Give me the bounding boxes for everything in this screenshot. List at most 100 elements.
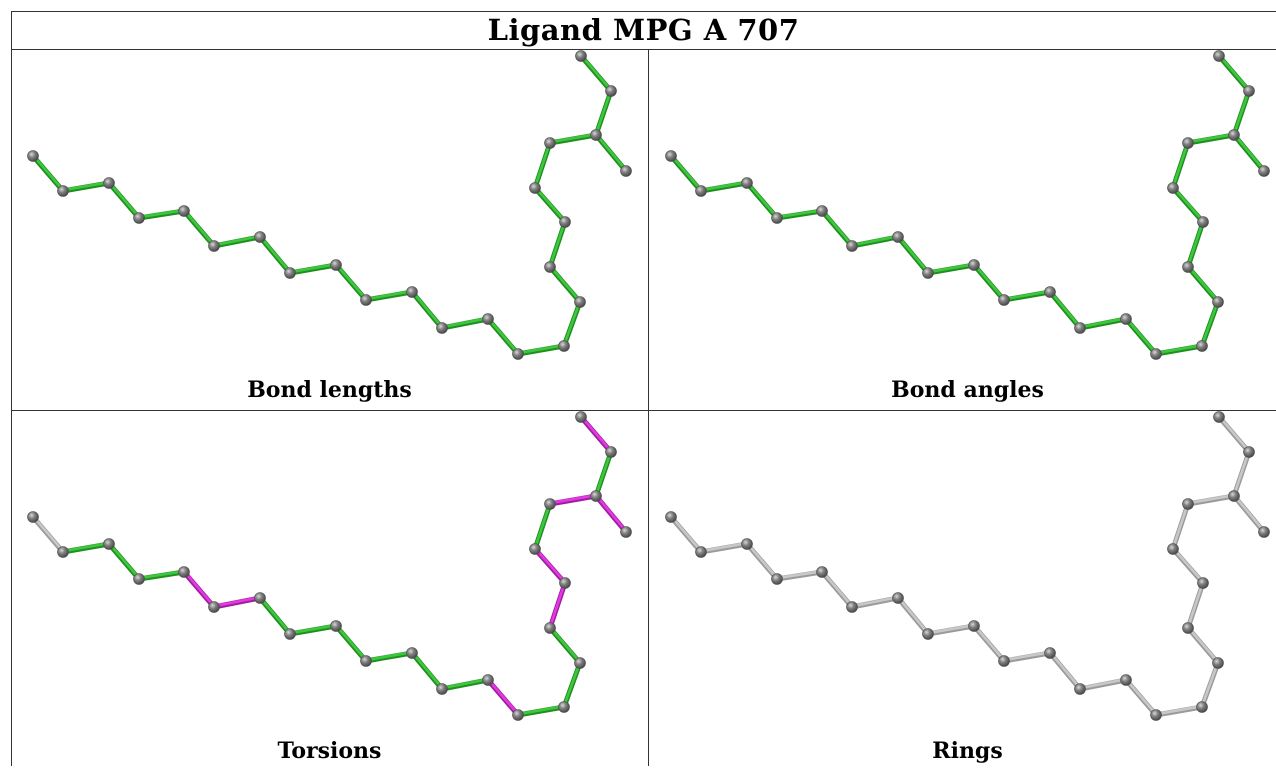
bond-ok [1001, 289, 1053, 303]
caption-bond-angles: Bond angles [891, 377, 1044, 403]
atom [360, 294, 372, 306]
bond-ok [485, 316, 521, 357]
atom [1167, 543, 1179, 555]
atom [575, 50, 587, 62]
atom [892, 231, 904, 243]
bond-ok [593, 449, 614, 499]
atom [559, 216, 571, 228]
atom [178, 205, 190, 217]
atom [575, 411, 587, 423]
bond-ok [287, 623, 339, 637]
atom [558, 340, 570, 352]
atom [695, 185, 707, 197]
atom [133, 212, 145, 224]
atom [1258, 526, 1270, 538]
atom [998, 655, 1010, 667]
atom [284, 628, 296, 640]
bond-neutral [774, 569, 825, 582]
bond-ok [409, 289, 445, 331]
bond-ok [1153, 343, 1205, 357]
row-divider [11, 410, 1276, 411]
atom [665, 511, 677, 523]
bond-ok [1185, 132, 1237, 146]
atom [1196, 701, 1208, 713]
atom [1197, 216, 1209, 228]
bond-ok [60, 541, 112, 555]
atom [741, 177, 753, 189]
atom [436, 683, 448, 695]
bond-ok [257, 234, 293, 276]
bond-ok [439, 316, 491, 331]
bond-ok [578, 53, 614, 94]
atom [284, 267, 296, 279]
atom [816, 205, 828, 217]
ligand-title: Ligand MPG A 707 [487, 13, 800, 47]
bond-ok [257, 595, 293, 637]
molecule-view-rings [665, 411, 1270, 721]
bond-outlier [532, 546, 568, 586]
atom [620, 165, 632, 177]
atom [1150, 709, 1162, 721]
bond-outlier [211, 595, 263, 610]
atom [1120, 674, 1132, 686]
atom [846, 240, 858, 252]
bond-ok [106, 180, 142, 221]
atom [178, 566, 190, 578]
bond-neutral [925, 623, 977, 637]
bond-neutral [1185, 493, 1237, 507]
atom [605, 446, 617, 458]
column-divider [648, 50, 649, 766]
atom [1258, 165, 1270, 177]
atom [922, 628, 934, 640]
bond-neutral [1001, 650, 1053, 664]
atom [482, 674, 494, 686]
bond-ok [287, 262, 339, 276]
panel-rings: Rings [649, 411, 1276, 771]
atom [1044, 647, 1056, 659]
atom [1167, 182, 1179, 194]
atom [27, 150, 39, 162]
atom [1213, 50, 1225, 62]
bond-neutral [971, 623, 1007, 664]
bond-ok [593, 88, 614, 138]
bond-ok [532, 140, 553, 191]
caption-rings: Rings [932, 738, 1003, 764]
molecule-view-torsions [27, 411, 632, 721]
bond-ok [409, 650, 445, 692]
bond-ok [1185, 264, 1221, 305]
atom [741, 538, 753, 550]
atom [1182, 498, 1194, 510]
bond-ok [1170, 140, 1191, 191]
bond-ok [774, 208, 825, 221]
atom [590, 490, 602, 502]
atom [1182, 137, 1194, 149]
bond-neutral [895, 595, 931, 637]
atom [922, 267, 934, 279]
bond-ok [106, 541, 142, 582]
caption-torsions: Torsions [277, 738, 382, 764]
bond-neutral [1185, 625, 1221, 666]
bond-ok [547, 132, 599, 146]
panel-bond-lengths: Bond lengths [11, 50, 648, 410]
bond-ok [547, 264, 583, 305]
atom [1120, 313, 1132, 325]
atom [512, 348, 524, 360]
atom [574, 657, 586, 669]
atom [103, 177, 115, 189]
atom [1074, 322, 1086, 334]
bond-neutral [668, 514, 704, 555]
atom [892, 592, 904, 604]
bond-ok [532, 185, 568, 225]
bond-neutral [1153, 704, 1205, 718]
bond-neutral [1077, 677, 1129, 692]
bond-ok [561, 299, 583, 349]
bond-neutral [1170, 501, 1191, 552]
atom [1212, 657, 1224, 669]
bond-ok [593, 132, 629, 174]
bond-ok [136, 569, 187, 582]
bond-ok [1047, 289, 1083, 331]
bond-ok [515, 704, 567, 718]
atom [574, 296, 586, 308]
bond-outlier [485, 677, 521, 718]
bond-ok [849, 234, 901, 249]
